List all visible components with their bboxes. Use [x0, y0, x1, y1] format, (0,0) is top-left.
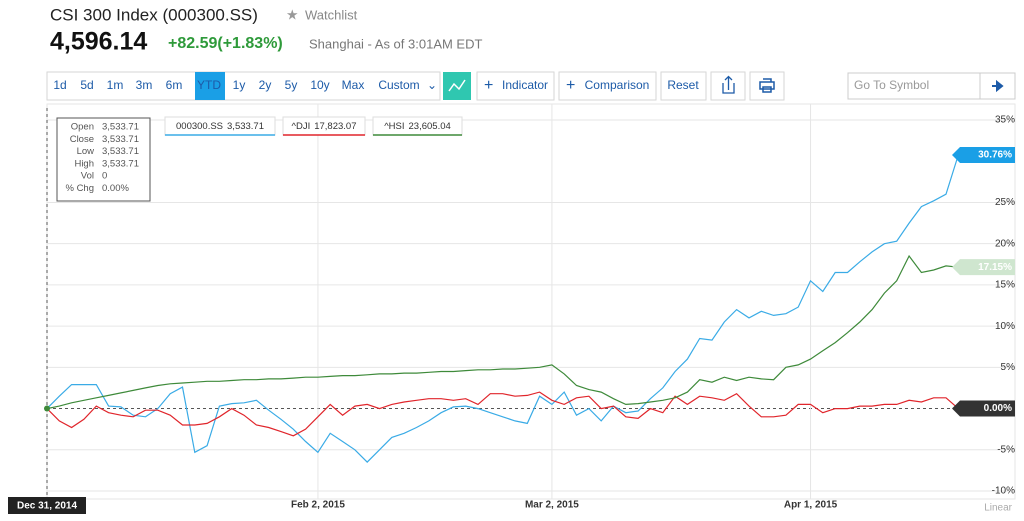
- range-button[interactable]: 3m: [136, 78, 153, 92]
- symbol-placeholder: Go To Symbol: [854, 78, 929, 92]
- y-tick-label: 35%: [995, 115, 1015, 126]
- tooltip-box: [56, 117, 151, 202]
- series-line: [46, 254, 959, 410]
- range-button[interactable]: 10y: [310, 78, 329, 92]
- range-button[interactable]: 2y: [259, 78, 272, 92]
- end-label-box: [952, 400, 1015, 417]
- legend-quote: 3,533.71: [227, 121, 264, 132]
- print-button[interactable]: [749, 71, 785, 101]
- range-button[interactable]: YTD: [197, 78, 221, 92]
- end-label-box: [952, 259, 1015, 276]
- tooltip-value: 3,533.71: [102, 134, 139, 145]
- y-tick-label: -10%: [992, 486, 1015, 497]
- y-tick-label: 25%: [995, 197, 1015, 208]
- y-tick-label: 20%: [995, 238, 1015, 249]
- tooltip-label: High: [74, 158, 94, 169]
- tooltip: Open 3,533.71 Close 3,533.71 Low 3,533.71 High…: [56, 117, 151, 202]
- y-tick-label: 15%: [995, 280, 1015, 291]
- tooltip-value: 3,533.71: [102, 122, 139, 133]
- reset-button[interactable]: [660, 71, 707, 101]
- x-tick-label: Feb 2, 2015: [291, 500, 345, 511]
- tooltip-value: 0.00%: [102, 183, 129, 194]
- indicator-label[interactable]: Indicator: [502, 78, 548, 92]
- range-button[interactable]: 1m: [107, 78, 124, 92]
- tooltip-label: Close: [70, 134, 94, 145]
- tooltip-value: 3,533.71: [102, 146, 139, 157]
- legend: 000300.SS 3,533.71 ^DJI 17,823.07 ^HSI 23,605…: [164, 116, 463, 136]
- crosshair-date-box: [8, 497, 86, 514]
- legend-quote: 17,823.07: [314, 121, 356, 132]
- range-button[interactable]: Max: [342, 78, 365, 92]
- legend-entry: ^HSI 23,605.04: [384, 121, 451, 132]
- scale-note: Linear: [984, 503, 1012, 514]
- range-button[interactable]: 5d: [80, 78, 93, 92]
- tooltip-label: Low: [77, 146, 95, 157]
- ranges: 1d 5d 1m 3m 6m YTD 1y 2y 5y 10y Max: [53, 78, 364, 92]
- change: +82.59(+1.83%): [168, 35, 283, 52]
- active-range[interactable]: [195, 72, 225, 100]
- custom-button[interactable]: Custom: [378, 78, 419, 92]
- legend-name: 000300.SS: [176, 121, 223, 132]
- comparison-button[interactable]: [558, 71, 657, 101]
- comparison-label[interactable]: Comparison: [585, 78, 650, 92]
- exchange-note: Shanghai - As of 3:01AM EDT: [309, 36, 482, 51]
- series-line: [46, 154, 959, 463]
- indicator-button[interactable]: [476, 71, 555, 101]
- range-button[interactable]: 1d: [53, 78, 66, 92]
- plus: +: [566, 77, 575, 94]
- star[interactable]: ★: [286, 7, 299, 23]
- symbol-input[interactable]: [847, 72, 981, 100]
- x-tick-label: Mar 2, 2015: [525, 500, 579, 511]
- toolbar: 1d 5d 1m 3m 6m YTD 1y 2y 5y 10y Max Custom ⌄ + Ind…: [46, 71, 1016, 101]
- end-label: 30.76%: [978, 150, 1012, 161]
- plot: 35%25%20%15%10%5%-5%-10%Jan 2, 2015Feb 2…: [8, 103, 1016, 514]
- end-label-box: [952, 146, 1015, 163]
- range-group: [46, 71, 441, 101]
- line-icon: [448, 79, 466, 92]
- end-label: 17.15%: [978, 262, 1012, 273]
- legend-entry: 000300.SS 3,533.71: [176, 121, 264, 132]
- price: 4,596.14: [50, 28, 147, 56]
- y-tick-label: 5%: [1001, 362, 1016, 373]
- tooltip-label: % Chg: [65, 183, 94, 194]
- legend-name: ^HSI: [384, 121, 404, 132]
- arrow-icon: [992, 79, 1004, 93]
- tooltip-value: 0: [102, 171, 107, 182]
- x-tick-label: Apr 1, 2015: [784, 500, 838, 511]
- series-line: [46, 391, 959, 437]
- end-label: 0.00%: [984, 403, 1012, 414]
- crosshair-dot: [44, 405, 50, 412]
- watchlist[interactable]: Watchlist: [305, 7, 358, 22]
- range-button[interactable]: 1y: [233, 78, 246, 92]
- range-button[interactable]: 6m: [166, 78, 183, 92]
- y-tick-label: 10%: [995, 321, 1015, 332]
- reset-label[interactable]: Reset: [667, 78, 699, 92]
- print-icon: [759, 78, 775, 93]
- title: CSI 300 Index (000300.SS): [50, 5, 258, 24]
- y-tick-label: -5%: [997, 444, 1015, 455]
- crosshair-date: Dec 31, 2014: [17, 501, 77, 512]
- legend-quote: 23,605.04: [409, 121, 451, 132]
- caret[interactable]: ⌄: [427, 78, 437, 92]
- range-button[interactable]: 5y: [285, 78, 298, 92]
- tooltip-value: 3,533.71: [102, 158, 139, 169]
- legend-entry: ^DJI 17,823.07: [292, 121, 357, 132]
- share-icon: [722, 75, 735, 94]
- legend-name: ^DJI: [292, 121, 311, 132]
- tooltip-label: Vol: [81, 171, 94, 182]
- tooltip-label: Open: [71, 122, 94, 133]
- plus: +: [484, 77, 493, 94]
